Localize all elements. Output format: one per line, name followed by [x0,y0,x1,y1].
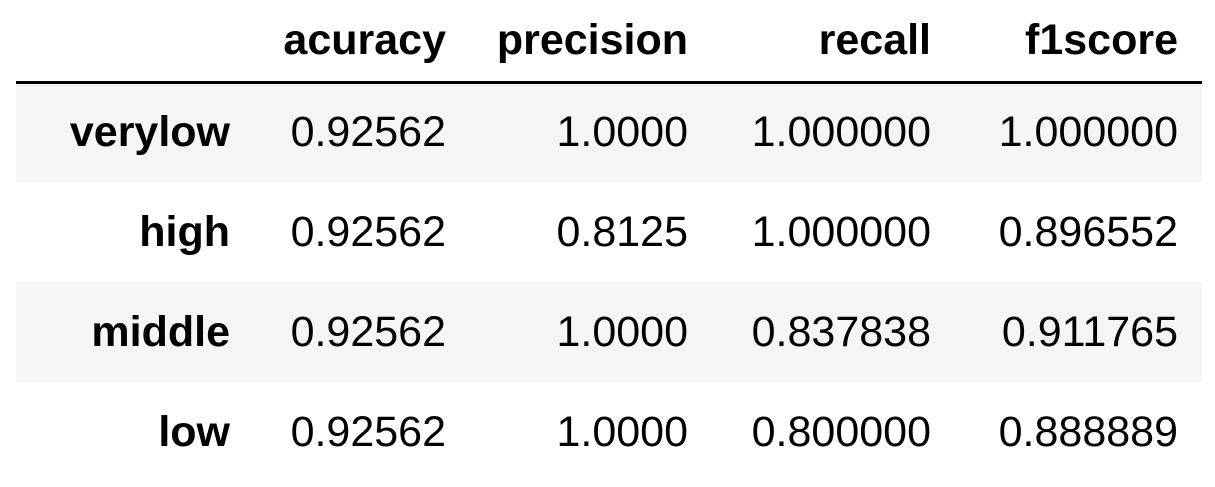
table-row: high 0.92562 0.8125 1.000000 0.896552 [16,182,1202,282]
column-header-precision: precision [470,0,712,84]
table-row: low 0.92562 1.0000 0.800000 0.888889 [16,382,1202,482]
table-cell: 1.0000 [556,108,688,157]
table-cell: 1.000000 [998,108,1178,157]
table-cell: 0.800000 [751,407,931,456]
table-cell: 1.000000 [751,207,931,256]
row-label: low [158,407,230,456]
table-cell: 1.0000 [556,307,688,356]
row-label: high [139,207,230,256]
table-cell: 0.92562 [290,407,446,456]
table-cell: 0.92562 [290,207,446,256]
table-cell: 0.92562 [290,108,446,157]
table-row: verylow 0.92562 1.0000 1.000000 1.000000 [16,82,1202,182]
table-row: middle 0.92562 1.0000 0.837838 0.911765 [16,282,1202,382]
row-label: verylow [69,108,230,157]
table-cell: 0.92562 [290,307,446,356]
column-header-recall: recall [712,0,955,84]
table-header: acuracy precision recall f1score [16,0,1202,84]
row-label: middle [91,307,230,356]
table-body: verylow 0.92562 1.0000 1.000000 1.000000… [16,82,1202,482]
table-cell: 0.888889 [998,407,1178,456]
column-header-acuracy: acuracy [234,0,470,84]
header-row: acuracy precision recall f1score [16,0,1202,84]
table-cell: 1.0000 [556,407,688,456]
dataframe-table-container: acuracy precision recall f1score verylow… [16,0,1202,482]
index-header-cell [16,0,234,84]
table-cell: 0.896552 [998,207,1178,256]
table-cell: 1.000000 [751,108,931,157]
column-header-f1score: f1score [955,0,1202,84]
dataframe-table: acuracy precision recall f1score verylow… [16,0,1202,482]
table-cell: 0.8125 [556,207,688,256]
table-cell: 0.911765 [1001,307,1178,356]
table-cell: 0.837838 [751,307,931,356]
